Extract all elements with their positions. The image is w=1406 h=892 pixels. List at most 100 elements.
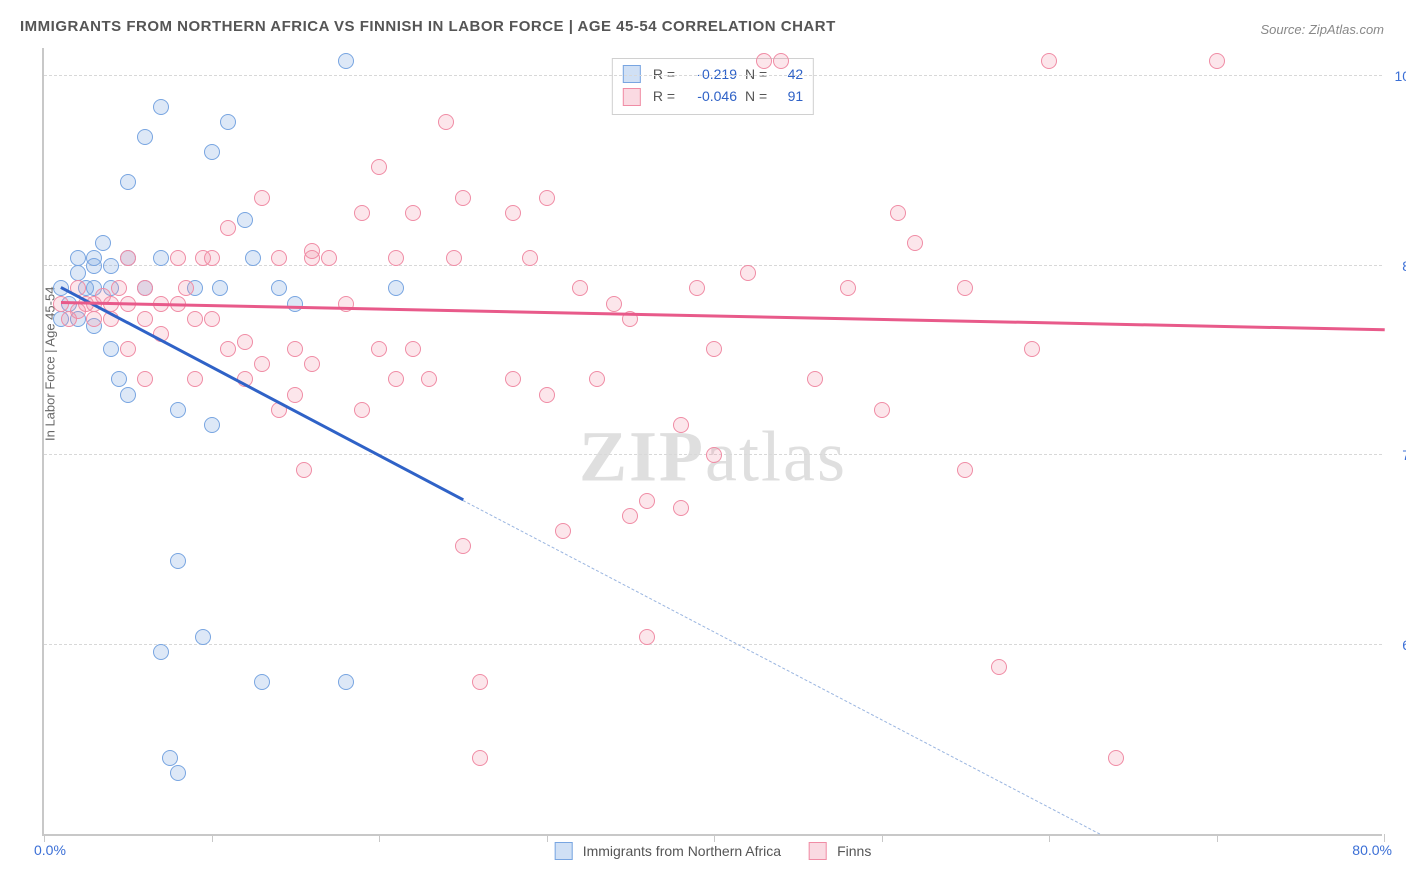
scatter-point-pink — [639, 629, 655, 645]
y-tick-label: 62.5% — [1387, 637, 1406, 653]
scatter-point-pink — [111, 280, 127, 296]
scatter-point-pink — [446, 250, 462, 266]
scatter-point-blue — [338, 674, 354, 690]
scatter-point-pink — [1209, 53, 1225, 69]
scatter-point-pink — [572, 280, 588, 296]
scatter-point-pink — [505, 205, 521, 221]
scatter-point-pink — [137, 371, 153, 387]
watermark-suffix: atlas — [705, 416, 847, 496]
scatter-point-blue — [388, 280, 404, 296]
scatter-point-pink — [86, 311, 102, 327]
legend-item: Finns — [809, 842, 871, 860]
stat-r-label: R = — [653, 63, 675, 85]
scatter-point-pink — [271, 250, 287, 266]
legend-label: Finns — [837, 843, 871, 859]
scatter-point-blue — [95, 235, 111, 251]
scatter-point-pink — [455, 538, 471, 554]
scatter-point-pink — [890, 205, 906, 221]
scatter-point-pink — [438, 114, 454, 130]
scatter-point-blue — [170, 765, 186, 781]
scatter-point-blue — [70, 250, 86, 266]
scatter-point-pink — [354, 402, 370, 418]
y-tick-label: 87.5% — [1387, 258, 1406, 274]
scatter-point-pink — [1024, 341, 1040, 357]
scatter-point-pink — [689, 280, 705, 296]
scatter-point-blue — [271, 280, 287, 296]
scatter-point-pink — [1041, 53, 1057, 69]
stat-r-value: -0.219 — [683, 63, 737, 85]
scatter-point-pink — [170, 250, 186, 266]
scatter-point-pink — [589, 371, 605, 387]
gridline-h — [44, 75, 1382, 76]
x-tick — [212, 834, 213, 842]
scatter-point-pink — [421, 371, 437, 387]
scatter-point-blue — [103, 258, 119, 274]
scatter-point-pink — [304, 243, 320, 259]
scatter-point-pink — [220, 341, 236, 357]
scatter-point-pink — [354, 205, 370, 221]
scatter-point-pink — [957, 280, 973, 296]
chart-title: IMMIGRANTS FROM NORTHERN AFRICA VS FINNI… — [20, 18, 836, 35]
scatter-point-pink — [296, 462, 312, 478]
scatter-point-pink — [405, 205, 421, 221]
scatter-point-blue — [162, 750, 178, 766]
scatter-point-pink — [187, 311, 203, 327]
scatter-point-pink — [740, 265, 756, 281]
bottom-legend: Immigrants from Northern Africa Finns — [555, 842, 872, 860]
legend-swatch-blue — [555, 842, 573, 860]
scatter-point-pink — [957, 462, 973, 478]
scatter-point-pink — [622, 508, 638, 524]
scatter-point-pink — [555, 523, 571, 539]
scatter-point-pink — [455, 190, 471, 206]
scatter-point-pink — [706, 341, 722, 357]
y-tick-label: 100.0% — [1387, 68, 1406, 84]
scatter-point-pink — [706, 447, 722, 463]
scatter-point-pink — [304, 356, 320, 372]
legend-swatch-pink — [809, 842, 827, 860]
scatter-point-pink — [178, 280, 194, 296]
scatter-point-pink — [204, 250, 220, 266]
x-tick — [44, 834, 45, 842]
scatter-point-pink — [874, 402, 890, 418]
x-axis-min-label: 0.0% — [34, 842, 66, 858]
scatter-point-pink — [137, 280, 153, 296]
scatter-point-pink — [388, 250, 404, 266]
scatter-point-blue — [153, 99, 169, 115]
legend-swatch-pink — [623, 88, 641, 106]
scatter-point-pink — [639, 493, 655, 509]
scatter-point-blue — [204, 144, 220, 160]
legend-item: Immigrants from Northern Africa — [555, 842, 781, 860]
stat-n-label: N = — [745, 85, 767, 107]
scatter-point-blue — [120, 174, 136, 190]
x-tick — [882, 834, 883, 842]
scatter-point-pink — [254, 356, 270, 372]
scatter-point-pink — [756, 53, 772, 69]
scatter-point-blue — [153, 250, 169, 266]
gridline-h — [44, 644, 1382, 645]
scatter-point-blue — [153, 644, 169, 660]
scatter-point-blue — [237, 212, 253, 228]
scatter-point-blue — [137, 129, 153, 145]
scatter-point-pink — [773, 53, 789, 69]
scatter-point-pink — [371, 159, 387, 175]
x-tick — [547, 834, 548, 842]
scatter-point-pink — [405, 341, 421, 357]
source-attribution: Source: ZipAtlas.com — [1260, 22, 1384, 37]
scatter-point-blue — [120, 387, 136, 403]
scatter-point-blue — [212, 280, 228, 296]
scatter-point-pink — [388, 371, 404, 387]
scatter-point-pink — [539, 387, 555, 403]
x-tick — [714, 834, 715, 842]
legend-swatch-blue — [623, 65, 641, 83]
scatter-point-pink — [673, 417, 689, 433]
scatter-point-pink — [673, 500, 689, 516]
scatter-point-pink — [237, 334, 253, 350]
scatter-point-pink — [522, 250, 538, 266]
scatter-point-blue — [287, 296, 303, 312]
scatter-point-blue — [86, 258, 102, 274]
scatter-point-pink — [807, 371, 823, 387]
scatter-point-pink — [204, 311, 220, 327]
scatter-point-pink — [120, 341, 136, 357]
scatter-point-blue — [254, 674, 270, 690]
scatter-point-blue — [170, 402, 186, 418]
